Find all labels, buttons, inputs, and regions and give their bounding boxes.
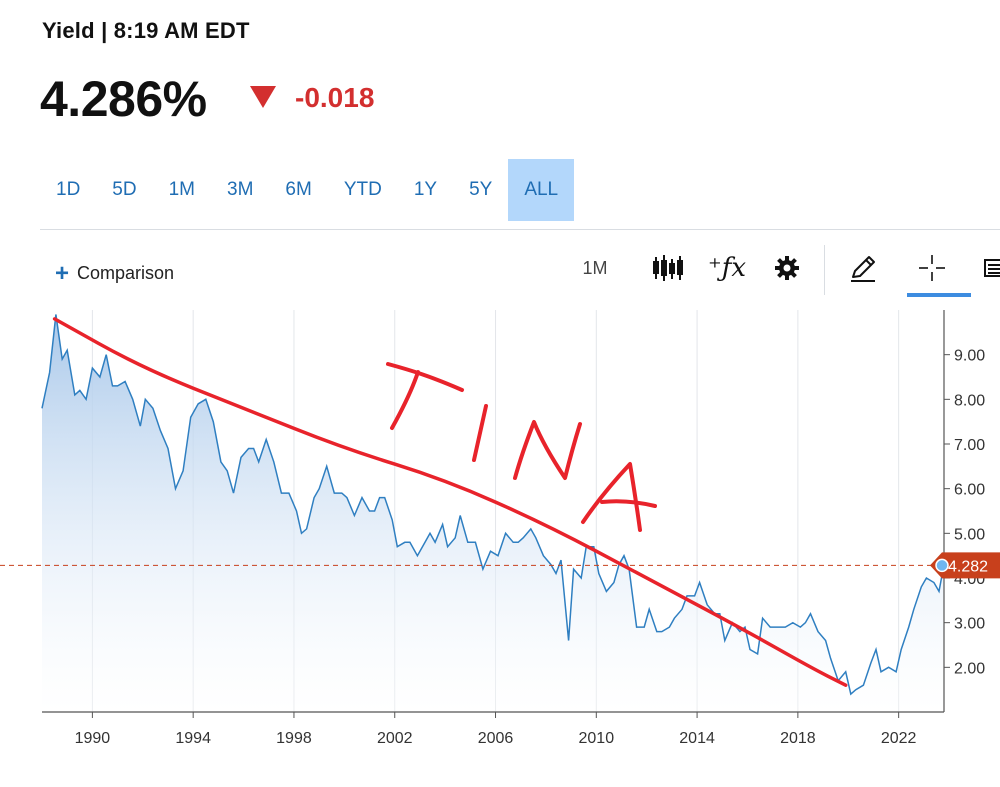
- x-tick-label: 1990: [75, 730, 111, 747]
- tina-handwriting: TINA: [386, 362, 657, 532]
- interval-button[interactable]: 1M: [582, 257, 608, 278]
- crosshair-icon: [919, 255, 945, 281]
- y-tick-label: 5.00: [954, 526, 985, 543]
- range-tab-5d[interactable]: 5D: [112, 179, 137, 200]
- x-tick-label: 2014: [679, 730, 715, 747]
- settings-button[interactable]: [767, 248, 807, 288]
- tina-letter-a-bar: [600, 499, 657, 508]
- last-point-marker: [935, 558, 949, 573]
- pencil-icon: [851, 256, 875, 282]
- menu-button[interactable]: [982, 248, 1000, 288]
- range-tab-5y[interactable]: 5Y: [469, 179, 493, 200]
- current-value-marker: 4.282: [930, 552, 1000, 579]
- menu-icon: [984, 259, 1000, 277]
- gear-icon: [775, 256, 799, 280]
- yield-chart: 1990 1994 1998 2002 2006 2010 2014 2018 2022 2.00…: [0, 310, 1000, 747]
- yield-value: 4.286%: [40, 71, 207, 127]
- plus-icon: +: [55, 260, 70, 287]
- range-tab-all[interactable]: ALL: [508, 159, 575, 221]
- range-tab-3m[interactable]: 3M: [227, 179, 254, 200]
- function-button[interactable]: ⁺ƒx: [705, 248, 749, 288]
- tina-letter-a: [581, 462, 642, 532]
- y-tick-label: 3.00: [954, 616, 985, 633]
- chart-axes: 1990 1994 1998 2002 2006 2010 2014 2018 2022 2.00…: [42, 310, 985, 747]
- y-tick-label: 2.00: [954, 660, 985, 677]
- range-tab-1y[interactable]: 1Y: [413, 179, 438, 200]
- annotation: TINA: [52, 317, 848, 687]
- current-value-label: 4.282: [948, 558, 988, 575]
- toolbar-divider: [40, 229, 1000, 230]
- x-tick-label: 2002: [377, 730, 413, 747]
- x-tick-label: 1994: [175, 730, 211, 747]
- trend-line: [52, 317, 848, 687]
- comparison-button[interactable]: + Comparison: [55, 258, 175, 287]
- candlestick-icon: [653, 255, 683, 281]
- range-tab-ytd[interactable]: YTD: [343, 179, 382, 200]
- x-tick-label: 2018: [780, 730, 816, 747]
- x-tick-label: 2006: [478, 730, 514, 747]
- down-arrow-icon: [250, 86, 276, 108]
- y-tick-label: 7.00: [954, 437, 985, 454]
- yield-change: -0.018: [295, 82, 375, 113]
- yield-line: [41, 314, 945, 696]
- y-tick-label: 8.00: [954, 392, 985, 409]
- range-tab-6m[interactable]: 6M: [285, 179, 312, 200]
- quote-title: Yield | 8:19 AM EDT: [42, 18, 250, 43]
- tina-letter-t-bar: [386, 362, 464, 392]
- tina-letter-i: [472, 404, 488, 462]
- time-range-tabs: 1D 5D 1M 3M 6M YTD 1Y 5Y ALL: [40, 159, 575, 221]
- yield-area: [42, 314, 944, 712]
- toolbar-separator: [824, 245, 825, 295]
- tina-letter-n: [513, 420, 582, 480]
- comparison-label: Comparison: [77, 263, 175, 283]
- draw-button[interactable]: [843, 248, 883, 288]
- range-tab-1m[interactable]: 1M: [168, 179, 195, 200]
- tina-letter-t-stem: [390, 370, 420, 430]
- y-tick-label: 6.00: [954, 482, 985, 499]
- y-tick-label: 9.00: [954, 348, 985, 365]
- x-tick-label: 1998: [276, 730, 312, 747]
- range-tab-1d[interactable]: 1D: [56, 179, 81, 200]
- x-tick-label: 2010: [579, 730, 615, 747]
- candlestick-button[interactable]: [648, 248, 688, 288]
- x-tick-label: 2022: [881, 730, 917, 747]
- function-icon: ⁺ƒx: [707, 253, 746, 283]
- crosshair-button[interactable]: [912, 248, 952, 288]
- current-value-tag: [930, 552, 1000, 579]
- active-tool-indicator: [907, 293, 971, 297]
